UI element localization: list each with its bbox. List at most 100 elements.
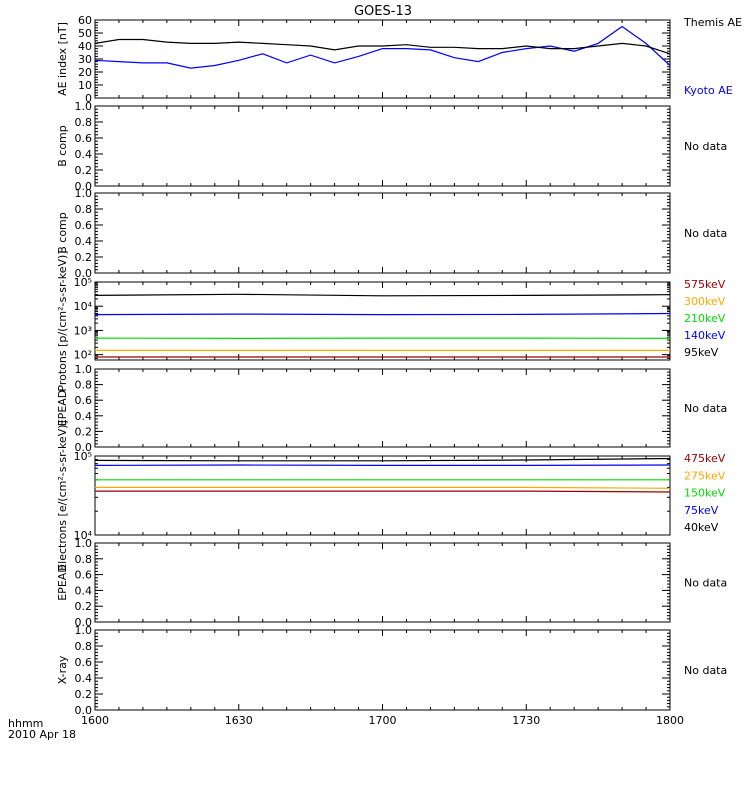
y-tick-label: 1.0 [75,187,93,200]
legend-entry: Kyoto AE [684,84,733,97]
y-tick-label: 10⁴ [74,300,93,313]
y-tick-label: 30 [78,53,92,66]
y-axis-label: Protons [p/(cm²-s-sr-keV)] [56,250,69,391]
y-axis-label: Electrons [e/(cm²-s-sr-keV)] [56,420,69,571]
panel-epead1: 0.0 0.2 0.4 0.6 0.8 1.0 EPEAD No data [56,363,727,454]
series-line-95kev [94,293,671,297]
time-axis: 1600 1630 1700 1730 1800 [81,714,684,727]
y-axis-label: X-ray [56,655,69,684]
panel-frame [94,542,671,623]
series-line-40kev [94,457,671,462]
panel-frame [94,281,671,361]
panel-status: No data [684,577,727,590]
series-line-140kev [94,312,671,316]
panel-electrons: 10⁴ 10⁵ Electrons [e/(cm²-s-sr-keV)] 40keV 7… [56,420,726,571]
y-tick-label: 0.6 [75,219,93,232]
time-axis-corner-label: hhmm [8,717,43,730]
y-tick-label: 0.0 [75,180,93,193]
series-line-themis-ae [94,38,671,55]
y-tick-label: 0.6 [75,132,93,145]
legend-entry: 300keV [684,295,726,308]
y-tick-label: 0.2 [75,600,93,613]
legend-entry: 95keV [684,346,719,359]
y-axis-label: B comp [56,125,69,167]
legend-entry: 275keV [684,469,726,482]
x-tick-label: 1600 [81,714,109,727]
y-tick-label: 0.8 [75,553,93,566]
y-tick-label: 1.0 [75,537,93,550]
y-tick-label: 10³ [74,324,92,337]
x-tick-label: 1800 [656,714,684,727]
y-tick-label: 10⁵ [74,450,92,463]
y-tick-label: 0.2 [75,164,93,177]
y-tick-label: 0.0 [75,267,93,280]
y-tick-label: 0.6 [75,656,93,669]
panel-xray: 0.0 0.2 0.4 0.6 0.8 1.0 X-ray No data [56,624,727,717]
y-tick-label: 10² [74,349,92,362]
y-tick-label: 0.0 [75,441,93,454]
panel-bcomp1: 0.0 0.2 0.4 0.6 0.8 1.0 B comp No data [56,100,727,193]
y-tick-label: 0.8 [75,116,93,129]
y-tick-label: 10 [78,79,92,92]
y-tick-label: 0 [85,92,92,105]
y-tick-label: 0.4 [75,672,93,685]
y-tick-label: 1.0 [75,624,93,637]
legend-entry: 475keV [684,452,726,465]
y-tick-label: 0.4 [75,584,93,597]
panel-frame [94,192,671,274]
plot-title: GOES-13 [354,4,412,19]
y-tick-label: 0.2 [75,251,93,264]
y-tick-label: 0.4 [75,235,93,248]
legend-entry: 140keV [684,329,726,342]
y-tick-label: 0.8 [75,640,93,653]
x-tick-label: 1630 [225,714,253,727]
y-tick-label: 0.8 [75,203,93,216]
legend-entry: 575keV [684,278,726,291]
x-tick-label: 1700 [369,714,397,727]
series-line-475kev [95,490,671,493]
panel-status: No data [684,140,727,153]
panel-bcomp2: 0.0 0.2 0.4 0.6 0.8 1.0 B comp No data [56,187,727,280]
y-tick-label: 0.2 [75,688,93,701]
time-axis-date-label: 2010 Apr 18 [8,728,76,741]
y-tick-label: 0.4 [75,410,93,423]
legend-entry: 40keV [684,521,719,534]
y-tick-label: 0.2 [75,425,93,438]
panel-status: No data [684,402,727,415]
legend-entry: 75keV [684,504,719,517]
y-tick-label: 0.6 [75,569,93,582]
legend-entry: 210keV [684,312,726,325]
y-axis-label: EPEAD [56,564,69,601]
series-line-275kev [95,486,671,489]
x-tick-label: 1730 [512,714,540,727]
y-tick-label: 0.4 [75,148,93,161]
legend-entry: 150keV [684,487,726,500]
panel-frame [94,455,671,536]
y-tick-label: 1.0 [75,100,93,113]
y-tick-label: 0.0 [75,616,93,629]
panel-status: No data [684,664,727,677]
panel-frame [94,368,671,448]
series-line-kyoto-ae [94,25,671,69]
y-axis-label: B comp [56,212,69,254]
panel-epead2: 0.0 0.2 0.4 0.6 0.8 1.0 EPEAD No data [56,537,727,629]
y-tick-label: 10⁴ [74,529,93,542]
y-tick-label: 0.6 [75,394,93,407]
y-tick-label: 0.0 [75,704,93,717]
panel-frame [94,19,671,99]
y-tick-label: 20 [78,66,92,79]
panel-frame [94,105,671,187]
y-tick-label: 50 [78,27,92,40]
y-tick-label: 0.8 [75,379,93,392]
y-axis-label: AE index [nT] [56,22,69,96]
y-axis-label: EPEAD [56,390,69,427]
y-tick-label: 1.0 [75,363,93,376]
panel-frame [94,629,671,711]
panel-protons: 10² 10³ 10⁴ 10⁵ Protons [p/(cm²-s-sr-keV)] 95… [56,250,726,391]
y-tick-label: 40 [78,40,92,53]
legend-entry: Themis AE [683,16,742,29]
y-tick-label: 60 [78,14,92,27]
